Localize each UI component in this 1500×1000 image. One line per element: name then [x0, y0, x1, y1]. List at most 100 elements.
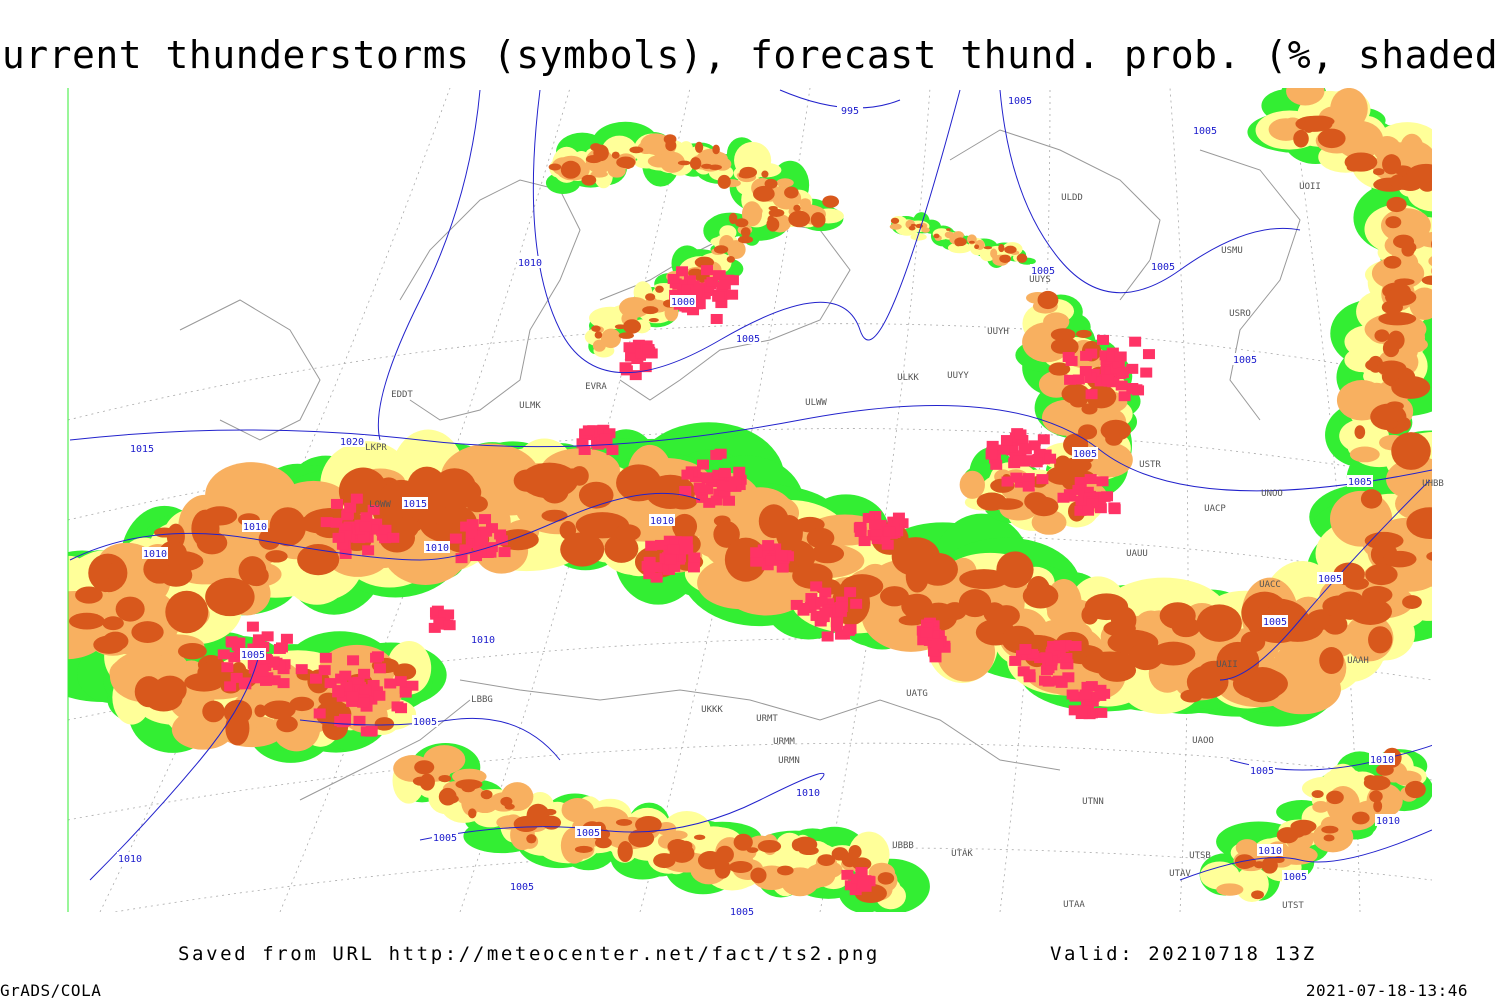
- storm-symbol: [1104, 366, 1117, 377]
- prob-blob: [628, 829, 655, 848]
- prob-blob: [717, 174, 731, 189]
- isobar: [1179, 829, 1432, 881]
- storm-symbol: [373, 663, 386, 674]
- isobar-label: 1005: [1233, 355, 1257, 366]
- storm-symbol: [332, 687, 345, 698]
- isobar-label: 1005: [241, 650, 265, 661]
- storm-symbol: [313, 708, 326, 719]
- storm-symbol: [498, 547, 511, 558]
- station-label: UTST: [1282, 901, 1304, 911]
- storm-symbol: [718, 486, 731, 497]
- isobar-label-box: [1232, 353, 1258, 365]
- storm-symbol: [841, 869, 854, 880]
- storm-symbol: [985, 449, 998, 460]
- prob-blob: [1391, 432, 1431, 470]
- prob-blob: [653, 853, 676, 869]
- storm-symbol: [927, 630, 940, 641]
- storm-symbol: [438, 610, 451, 621]
- storm-symbol: [603, 428, 616, 439]
- storm-symbol: [1014, 429, 1027, 440]
- storm-symbol: [855, 867, 868, 878]
- prob-blob: [933, 233, 940, 239]
- storm-symbol: [726, 289, 739, 300]
- isobar-label-box: [424, 541, 450, 553]
- storm-symbol: [716, 480, 729, 491]
- storm-symbol: [1098, 491, 1111, 502]
- coastline: [299, 699, 471, 801]
- prob-blob: [700, 163, 713, 169]
- isobar-label: 1005: [1250, 766, 1274, 777]
- isobar-label: 1005: [1151, 262, 1175, 273]
- storm-symbol: [1019, 644, 1032, 655]
- prob-blob: [445, 794, 459, 804]
- prob-blob: [202, 700, 225, 723]
- prob-blob: [93, 635, 125, 654]
- prob-blob: [590, 143, 602, 152]
- isobar-label-box: [837, 104, 863, 116]
- prob-blob: [1426, 551, 1432, 561]
- prob-blob: [265, 550, 288, 563]
- station-label: EVRA: [585, 382, 607, 392]
- storm-symbol: [364, 726, 377, 737]
- storm-symbol: [466, 519, 479, 530]
- prob-blob: [1376, 360, 1407, 376]
- isobar: [89, 649, 261, 881]
- prob-blob: [131, 621, 164, 644]
- prob-blob: [262, 700, 296, 720]
- prob-blob: [1041, 399, 1092, 436]
- prob-blob: [526, 834, 537, 844]
- storm-symbol: [762, 540, 775, 551]
- prob-blob: [1404, 780, 1426, 799]
- isobar: [377, 89, 481, 441]
- prob-blob: [1335, 120, 1384, 159]
- storm-symbol: [891, 526, 904, 537]
- isobar-label: 1010: [518, 258, 542, 269]
- storm-symbol: [722, 274, 735, 285]
- storm-symbol: [251, 673, 264, 684]
- station-label: UATG: [906, 689, 928, 699]
- prob-blob: [197, 661, 228, 684]
- isobar-label-box: [240, 648, 266, 660]
- isobar-label: 1005: [510, 882, 534, 893]
- station-label: UBBB: [892, 841, 914, 851]
- storm-symbol: [324, 678, 337, 689]
- storm-symbol: [268, 675, 281, 686]
- coastline: [179, 299, 321, 441]
- storm-symbol: [399, 687, 412, 698]
- station-label: UTNN: [1082, 797, 1104, 807]
- storm-symbol: [336, 539, 349, 550]
- storm-symbol: [365, 694, 378, 705]
- storm-symbol: [650, 562, 663, 573]
- storm-symbol: [869, 511, 882, 522]
- prob-blob: [117, 578, 147, 597]
- station-label: URMN: [778, 756, 800, 766]
- storm-symbol: [1110, 363, 1123, 374]
- storm-symbol: [1062, 352, 1075, 363]
- storm-symbol: [986, 440, 999, 451]
- storm-symbol: [1020, 455, 1033, 466]
- storm-symbol: [696, 492, 709, 503]
- prob-blob: [1112, 606, 1137, 634]
- isobar: [1219, 479, 1431, 681]
- storm-symbol: [357, 697, 370, 708]
- prob-blob: [75, 586, 103, 604]
- storm-symbol: [667, 273, 680, 284]
- storm-symbol: [1106, 351, 1119, 362]
- storm-symbol: [701, 484, 714, 495]
- prob-blob: [952, 231, 964, 240]
- storm-symbol: [1001, 476, 1014, 487]
- prob-blob: [205, 577, 255, 617]
- prob-blob: [1196, 604, 1242, 642]
- storm-symbol: [703, 497, 716, 508]
- storm-symbol: [672, 279, 685, 290]
- prob-blob: [1199, 861, 1240, 890]
- isobar-label: 1005: [1073, 449, 1097, 460]
- storm-symbol: [309, 673, 322, 684]
- storm-symbol: [1075, 709, 1088, 720]
- prob-blob: [733, 833, 753, 851]
- prob-blob: [414, 760, 435, 775]
- prob-blob: [1381, 300, 1403, 315]
- prob-blob: [737, 235, 754, 244]
- prob-blob: [1382, 339, 1400, 358]
